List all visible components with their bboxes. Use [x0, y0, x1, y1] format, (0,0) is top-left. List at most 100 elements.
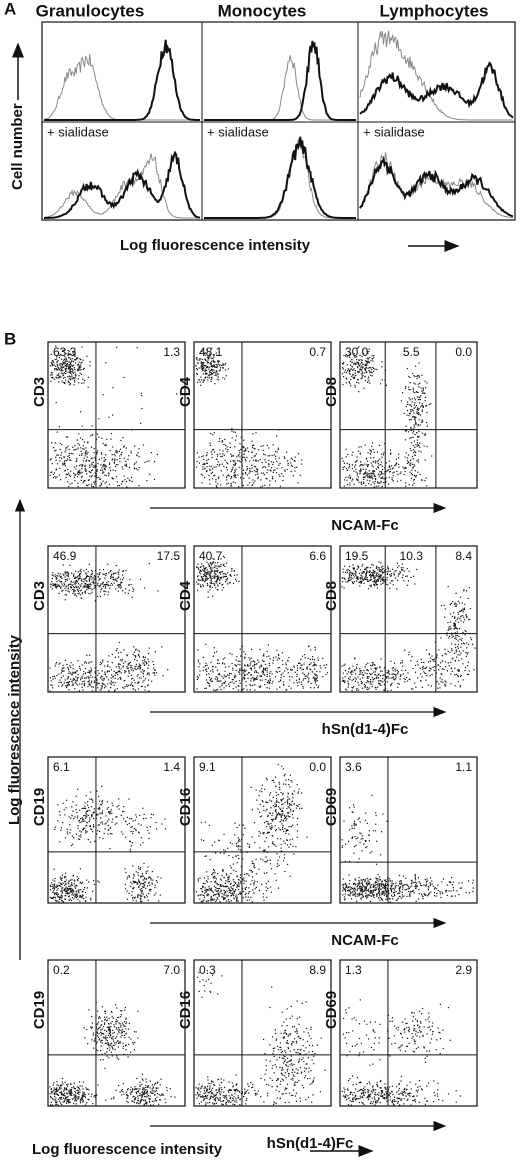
event-dot	[94, 577, 96, 579]
event-dot	[71, 572, 73, 574]
event-dot	[370, 579, 372, 581]
event-dot	[206, 470, 208, 472]
event-dot	[222, 450, 224, 452]
event-dot	[91, 462, 93, 464]
event-dot	[375, 478, 377, 480]
event-dot	[109, 811, 111, 813]
event-dot	[313, 676, 315, 678]
event-dot	[141, 875, 143, 877]
event-dot	[135, 663, 137, 665]
event-dot	[414, 383, 416, 385]
event-dot	[462, 679, 464, 681]
event-dot	[104, 823, 106, 825]
event-dot	[375, 468, 377, 470]
event-dot	[357, 450, 360, 452]
event-dot	[110, 809, 112, 811]
event-dot	[210, 365, 212, 367]
event-dot	[90, 457, 92, 459]
event-dot	[450, 661, 452, 663]
event-dot	[142, 444, 145, 446]
event-dot	[98, 672, 100, 674]
event-dot	[77, 838, 79, 840]
event-dot	[454, 627, 456, 629]
event-dot	[412, 389, 414, 391]
event-dot	[223, 575, 225, 577]
event-dot	[52, 364, 54, 366]
event-dot	[108, 818, 110, 820]
event-dot	[99, 663, 101, 666]
event-dot	[216, 678, 218, 680]
event-dot	[365, 370, 367, 372]
event-dot	[445, 661, 447, 663]
event-dot	[84, 682, 86, 685]
event-dot	[451, 650, 453, 652]
event-dot	[364, 369, 366, 371]
event-dot	[368, 470, 370, 472]
event-dot	[97, 670, 99, 672]
event-dot	[415, 475, 417, 477]
event-dot	[419, 667, 421, 669]
event-dot	[264, 484, 266, 486]
event-dot	[92, 577, 94, 579]
event-dot	[239, 443, 241, 445]
event-dot	[461, 609, 463, 611]
event-dot	[105, 475, 107, 477]
event-dot	[345, 372, 347, 374]
event-dot	[251, 648, 253, 650]
event-dot	[144, 659, 146, 661]
event-dot	[216, 662, 219, 664]
event-dot	[459, 618, 461, 620]
event-dot	[204, 377, 206, 379]
event-dot	[60, 878, 62, 880]
event-dot	[61, 444, 63, 446]
event-dot	[60, 586, 62, 588]
event-dot	[98, 795, 100, 797]
event-dot	[223, 674, 225, 676]
event-dot	[214, 366, 216, 368]
event-dot	[300, 658, 302, 661]
event-dot	[76, 670, 78, 672]
event-dot	[370, 586, 372, 588]
event-dot	[138, 881, 140, 883]
event-dot	[302, 672, 304, 674]
event-dot	[97, 808, 99, 810]
event-dot	[249, 689, 251, 691]
event-dot	[62, 372, 64, 375]
event-dot	[222, 662, 224, 664]
event-dot	[93, 883, 95, 885]
event-dot	[256, 675, 259, 677]
event-dot	[65, 892, 67, 895]
event-dot	[73, 883, 75, 885]
event-dot	[80, 889, 82, 891]
event-dot	[261, 671, 263, 673]
event-dot	[53, 868, 55, 870]
event-dot	[68, 673, 70, 675]
event-dot	[254, 678, 256, 680]
event-dot	[101, 785, 103, 787]
event-dot	[367, 358, 370, 360]
event-dot	[413, 418, 416, 420]
event-dot	[212, 561, 214, 564]
event-dot	[212, 360, 214, 362]
event-dot	[64, 382, 66, 384]
event-dot	[239, 660, 241, 662]
event-dot	[256, 471, 258, 473]
event-dot	[286, 689, 288, 691]
event-dot	[267, 680, 269, 682]
event-dot	[64, 470, 66, 472]
event-dot	[79, 667, 81, 670]
event-dot	[94, 585, 96, 587]
event-dot	[226, 461, 228, 464]
event-dot	[462, 663, 464, 665]
event-dot	[150, 817, 152, 819]
event-dot	[365, 468, 367, 470]
event-dot	[61, 365, 63, 367]
event-dot	[106, 438, 108, 440]
event-dot	[96, 469, 98, 471]
event-dot	[214, 570, 216, 572]
event-dot	[375, 584, 378, 586]
event-dot	[52, 884, 54, 886]
event-dot	[282, 475, 284, 477]
event-dot	[211, 586, 213, 588]
event-dot	[87, 839, 89, 841]
